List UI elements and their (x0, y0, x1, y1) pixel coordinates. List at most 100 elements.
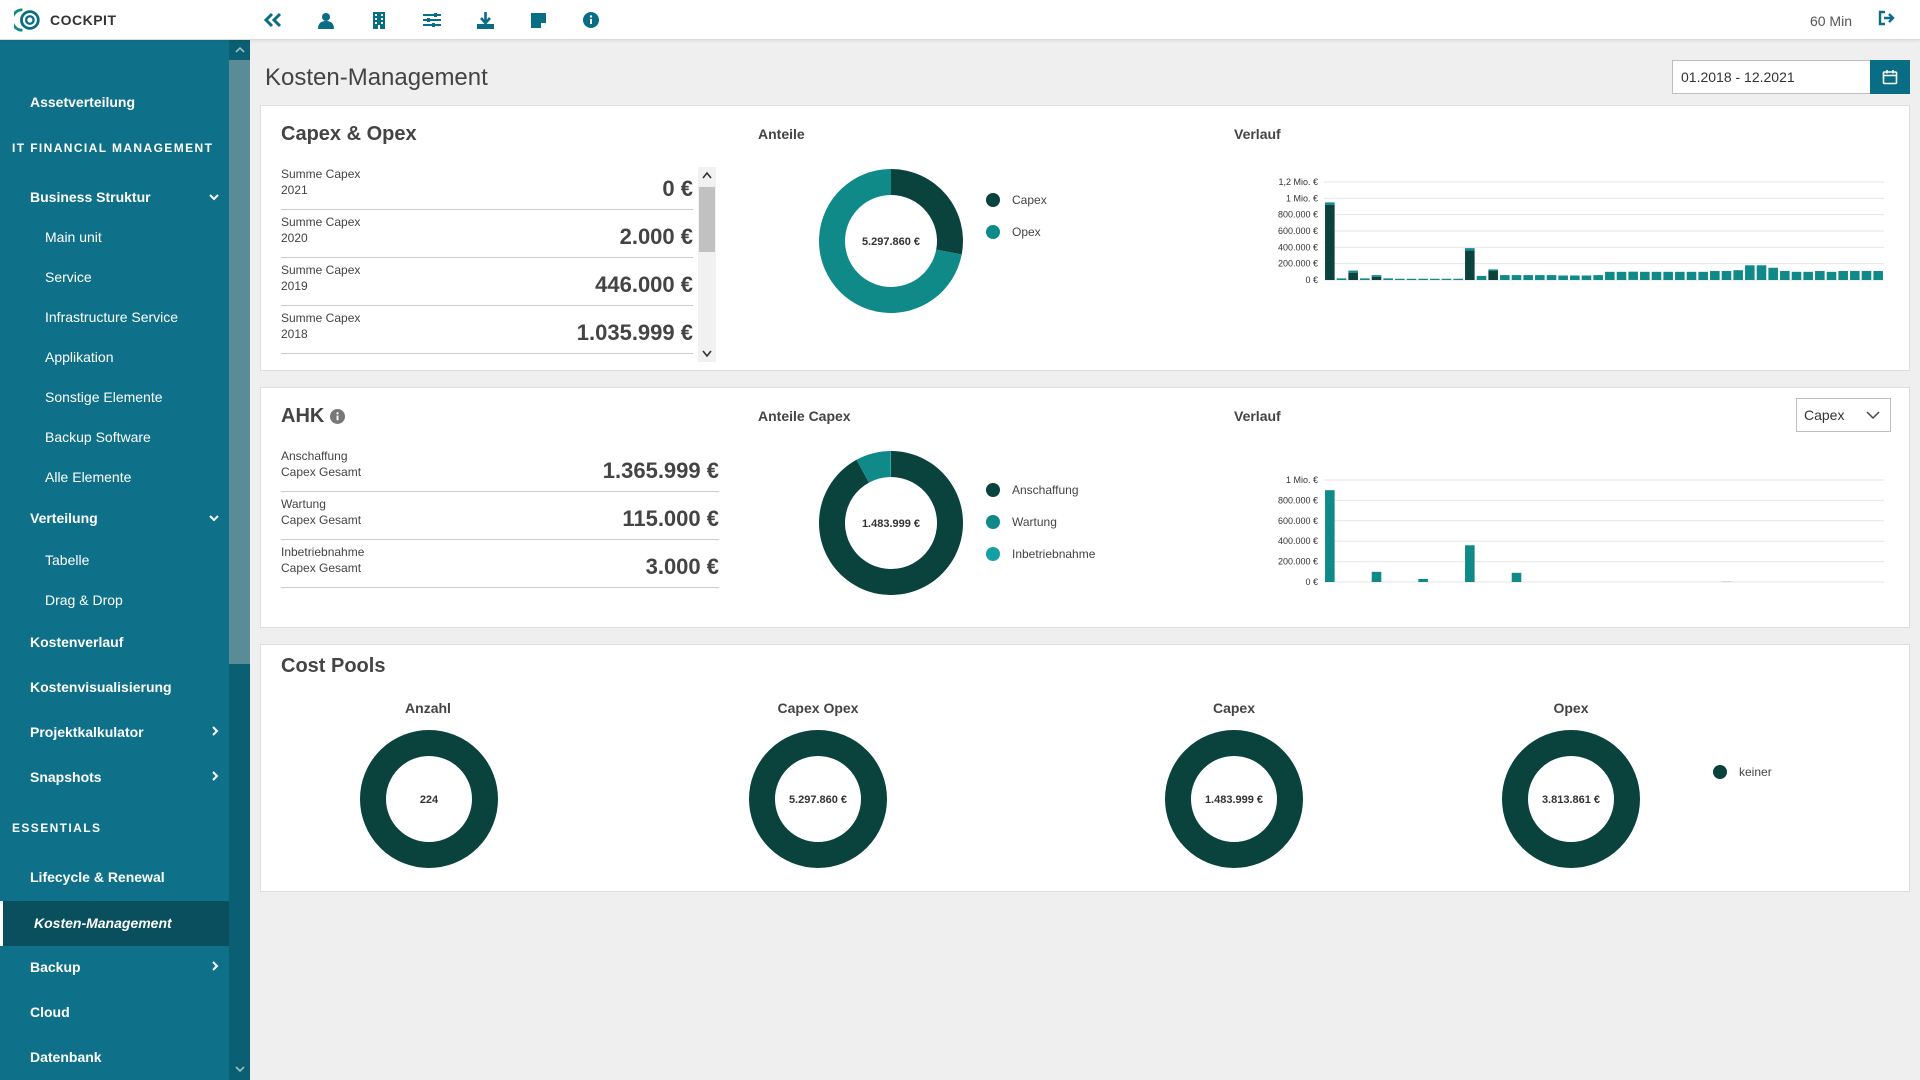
donut-slice-wartung[interactable] (856, 451, 891, 483)
bar-opex[interactable] (1780, 271, 1790, 280)
bar-opex[interactable] (1441, 278, 1452, 280)
bar-opex[interactable] (1535, 275, 1545, 280)
bar-opex[interactable] (1465, 248, 1475, 251)
bar-capex[interactable] (1371, 571, 1382, 582)
bar-opex[interactable] (1581, 275, 1592, 280)
bar-opex[interactable] (1418, 278, 1428, 280)
list-scrollbar-thumb[interactable] (699, 187, 715, 252)
capex-opex-pool-donut-chart[interactable]: 5.297.860 € (746, 727, 890, 871)
sidebar-item-assetverteilung[interactable]: Assetverteilung (0, 82, 229, 122)
bar-opex[interactable] (1395, 278, 1405, 280)
bar-capex[interactable] (1325, 490, 1335, 582)
sidebar-item-infrastructure-service[interactable]: Infrastructure Service (0, 297, 229, 337)
bar-opex[interactable] (1873, 271, 1883, 280)
sidebar-item-backup[interactable]: Backup (0, 947, 229, 987)
bar-capex[interactable] (1371, 276, 1382, 280)
bar-opex[interactable] (1488, 269, 1498, 272)
series-select[interactable]: Capex (1796, 398, 1891, 432)
sidebar-item-lifecycle-renewal[interactable]: Lifecycle & Renewal (0, 857, 229, 897)
bar-opex[interactable] (1523, 275, 1533, 280)
bar-capex[interactable] (1348, 272, 1358, 280)
bar-opex[interactable] (1721, 271, 1732, 280)
bar-opex[interactable] (1558, 275, 1568, 280)
bar-opex[interactable] (1745, 265, 1755, 280)
logo[interactable]: COCKPIT (14, 7, 117, 33)
bar-opex[interactable] (1546, 275, 1557, 280)
bar-opex[interactable] (1710, 271, 1720, 280)
scroll-up-icon[interactable] (702, 171, 712, 179)
calendar-button[interactable] (1870, 60, 1910, 94)
info-icon[interactable] (330, 409, 346, 424)
sidebar-item-main-unit[interactable]: Main unit (0, 217, 229, 257)
logout-icon[interactable] (1878, 10, 1900, 30)
bar-opex[interactable] (1826, 271, 1837, 280)
bar-opex[interactable] (1815, 271, 1825, 280)
sidebar-item-kostenverlauf[interactable]: Kostenverlauf (0, 622, 229, 662)
scroll-down-icon[interactable] (702, 350, 712, 358)
sidebar-item-kosten-management[interactable]: Kosten-Management (0, 901, 229, 946)
bar-opex[interactable] (1850, 271, 1860, 280)
bar-opex[interactable] (1768, 267, 1778, 280)
bar-opex[interactable] (1325, 202, 1335, 205)
bar-opex[interactable] (1476, 275, 1487, 280)
capex-opex-verlauf-chart[interactable]: 0 € 200.000 € 400.000 € 600.000 € 800.000 € 1… (1216, 164, 1906, 284)
download-icon[interactable] (474, 9, 496, 31)
sidebar-item-verteilung[interactable]: Verteilung (0, 498, 229, 538)
bar-opex[interactable] (1756, 265, 1767, 280)
sidebar-item-service[interactable]: Service (0, 257, 229, 297)
bar-opex[interactable] (1675, 271, 1685, 280)
bar-opex[interactable] (1348, 270, 1358, 273)
sidebar-item-cloud[interactable]: Cloud (0, 992, 229, 1032)
sidebar-item-drag-drop[interactable]: Drag & Drop (0, 580, 229, 620)
sidebar-item-kostenvisualisierung[interactable]: Kostenvisualisierung (0, 667, 229, 707)
double-chevron-left-icon[interactable] (262, 9, 284, 31)
capex-pool-donut-chart[interactable]: 1.483.999 € (1162, 727, 1306, 871)
bar-opex[interactable] (1698, 271, 1708, 280)
building-icon[interactable] (368, 9, 390, 31)
bar-capex[interactable] (1465, 545, 1475, 582)
sidebar-item-projektkalkulator[interactable]: Projektkalkulator (0, 712, 229, 752)
sidebar-scrollbar-thumb[interactable] (229, 60, 250, 664)
note-icon[interactable] (527, 9, 549, 31)
bar-opex[interactable] (1593, 275, 1603, 280)
info-icon[interactable] (580, 9, 602, 31)
legend-item[interactable]: Capex (986, 193, 1047, 207)
bar-opex[interactable] (1605, 271, 1615, 280)
bar-capex[interactable] (1465, 250, 1475, 280)
bar-opex[interactable] (1640, 271, 1650, 280)
bar-opex[interactable] (1628, 271, 1638, 280)
bar-opex[interactable] (1453, 278, 1463, 280)
bar-opex[interactable] (1616, 271, 1627, 280)
ahk-verlauf-chart[interactable]: 0 € 200.000 € 400.000 € 600.000 € 800.000 € 1… (1216, 466, 1906, 586)
opex-pool-donut-chart[interactable]: 3.813.861 € (1499, 727, 1643, 871)
bar-opex[interactable] (1371, 275, 1382, 277)
date-range-input[interactable]: 01.2018 - 12.2021 (1681, 69, 1795, 85)
bar-opex[interactable] (1838, 271, 1848, 280)
sidebar-item-backup-software[interactable]: Backup Software (0, 417, 229, 457)
sidebar-item-applikation[interactable]: Applikation (0, 337, 229, 377)
anzahl-donut-chart[interactable]: 224 (357, 727, 501, 871)
bar-opex[interactable] (1383, 278, 1393, 280)
bar-capex[interactable] (1418, 578, 1428, 582)
bar-opex[interactable] (1791, 271, 1802, 280)
legend-item[interactable]: Wartung (986, 515, 1057, 529)
bar-opex[interactable] (1803, 271, 1813, 280)
sliders-icon[interactable] (421, 9, 443, 31)
scroll-up-icon[interactable] (229, 40, 250, 58)
bar-capex[interactable] (1325, 204, 1335, 280)
user-icon[interactable] (315, 9, 337, 31)
legend-item[interactable]: Anschaffung (986, 483, 1079, 497)
bar-opex[interactable] (1686, 271, 1697, 280)
anteile-capex-donut-chart[interactable]: 1.483.999 € (818, 450, 964, 596)
bar-opex[interactable] (1570, 275, 1580, 280)
sidebar-item-alle-elemente[interactable]: Alle Elemente (0, 457, 229, 497)
bar-opex[interactable] (1861, 271, 1872, 280)
list-scrollbar[interactable] (698, 167, 716, 362)
date-range-picker[interactable]: 01.2018 - 12.2021 (1672, 60, 1910, 94)
legend-item[interactable]: Opex (986, 225, 1041, 239)
sidebar-item-sonstige-elemente[interactable]: Sonstige Elemente (0, 377, 229, 417)
bar-opex[interactable] (1406, 278, 1417, 280)
bar-opex[interactable] (1430, 278, 1440, 280)
bar-opex[interactable] (1336, 278, 1347, 280)
legend-item[interactable]: Inbetriebnahme (986, 547, 1095, 561)
